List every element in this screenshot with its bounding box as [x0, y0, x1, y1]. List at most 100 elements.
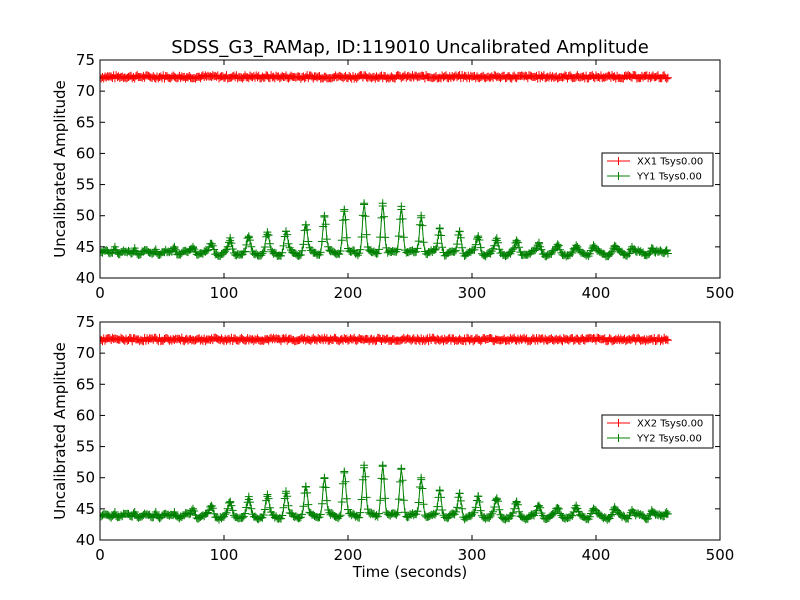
- x-tick-label: 100: [210, 546, 239, 564]
- data-point-peak: [397, 202, 406, 211]
- series-markers-YY1: [100, 200, 672, 261]
- data-point-peak: [110, 507, 119, 516]
- series-markers-XX2: [100, 333, 672, 346]
- data-point-peak: [610, 504, 619, 513]
- data-point-peak: [244, 233, 253, 242]
- data-point-peak: [589, 504, 598, 513]
- x-tick-label: 200: [334, 546, 363, 564]
- data-point-peak: [151, 507, 160, 516]
- chart-panel-1: 0 100 200 300 400 500 40 45 50 55 60 65 70 75 Uncalibr…: [51, 51, 734, 302]
- y-tick-label: 70: [76, 344, 95, 362]
- data-point-peak: [492, 236, 501, 245]
- x-axis-label: Time (seconds): [352, 563, 468, 581]
- data-point-peak: [301, 221, 310, 230]
- x-tick-label: 300: [458, 284, 487, 302]
- data-point-peak: [189, 242, 197, 251]
- y-tick-label: 45: [76, 500, 95, 518]
- data-point-peak: [151, 245, 160, 254]
- data-point-peak: [647, 244, 656, 253]
- data-point-peak: [226, 236, 235, 245]
- data-point-peak: [130, 507, 139, 516]
- data-point-peak: [340, 467, 349, 476]
- plot-area: [100, 333, 672, 524]
- chart-panel-2: 0 100 200 300 400 500 40 45 50 55 60 65 70 75 Uncalibr…: [51, 313, 734, 581]
- legend: XX1 Tsys0.00 YY1 Tsys0.00: [601, 152, 714, 187]
- y-tick-label: 70: [76, 82, 95, 100]
- plot-area: [100, 71, 672, 261]
- y-tick-label: 55: [76, 176, 95, 194]
- data-point-peak: [589, 242, 598, 251]
- y-tick-label: 40: [76, 531, 95, 549]
- data-point-peak: [244, 495, 253, 504]
- x-tick-label: 500: [706, 284, 735, 302]
- data-point-peak: [110, 242, 119, 251]
- data-point-peak: [263, 230, 272, 239]
- data-point-peak: [512, 498, 521, 507]
- y-tick-label: 75: [76, 313, 95, 331]
- data-point-peak: [130, 244, 139, 253]
- x-tick-label: 300: [458, 546, 487, 564]
- legend-box: [601, 152, 714, 187]
- y-tick-label: 40: [76, 269, 95, 287]
- x-tick-label: 200: [334, 284, 363, 302]
- y-tick-label: 50: [76, 207, 95, 225]
- data-point-peak: [340, 205, 349, 214]
- x-tick-label: 0: [95, 284, 105, 302]
- legend-swatch-marker: [614, 172, 623, 180]
- legend-label: XX2 Tsys0.00: [637, 419, 703, 430]
- data-point-peak: [360, 199, 369, 208]
- data-point-peak: [282, 227, 290, 236]
- legend-label: XX1 Tsys0.00: [637, 157, 703, 168]
- data-point-peak: [572, 244, 581, 253]
- x-tick-label: 0: [95, 546, 105, 564]
- y-tick-label: 50: [76, 469, 95, 487]
- legend-swatch-marker: [614, 434, 623, 442]
- x-tick-label: 400: [582, 546, 611, 564]
- data-point-peak: [282, 489, 290, 498]
- data-point-peak: [189, 504, 197, 513]
- data-point-peak: [417, 473, 426, 482]
- y-tick-label: 45: [76, 238, 95, 256]
- data-point-peak: [320, 211, 329, 220]
- legend-label: YY1 Tsys0.00: [636, 172, 702, 183]
- legend: XX2 Tsys0.00 YY2 Tsys0.00: [601, 414, 714, 449]
- data-point-peak: [553, 504, 562, 513]
- data-point-peak: [610, 242, 619, 251]
- legend-swatch-marker: [614, 419, 623, 427]
- x-tick-label: 500: [706, 546, 735, 564]
- series-markers-YY2: [100, 462, 672, 524]
- data-point-peak: [492, 495, 501, 504]
- data-point-peak: [226, 498, 235, 507]
- data-point-peak: [170, 242, 179, 251]
- data-point-peak: [572, 504, 581, 513]
- data-point-peak: [360, 461, 369, 470]
- data-point-peak: [455, 227, 464, 236]
- data-point-peak: [417, 211, 426, 220]
- y-tick-label: 75: [76, 51, 95, 69]
- legend-swatch-marker: [614, 157, 623, 165]
- data-point-peak: [207, 239, 216, 248]
- data-point-peak: [435, 486, 444, 495]
- series-markers-XX1: [100, 71, 672, 83]
- plot-frame: [99, 59, 721, 279]
- y-axis-label: Uncalibrated Amplitude: [51, 342, 69, 519]
- data-point-peak: [647, 506, 656, 515]
- data-point-peak: [662, 507, 671, 516]
- data-point-peak: [170, 507, 179, 516]
- plot-frame: [99, 321, 721, 541]
- data-point-peak: [512, 237, 521, 246]
- data-point-peak: [627, 242, 636, 251]
- y-tick-label: 55: [76, 438, 95, 456]
- data-point-peak: [207, 501, 216, 510]
- data-point-peak: [378, 199, 387, 208]
- data-point-peak: [301, 483, 310, 492]
- data-point-peak: [397, 464, 406, 473]
- data-point-peak: [455, 489, 464, 498]
- y-tick-label: 60: [76, 406, 95, 424]
- y-tick-label: 60: [76, 144, 95, 162]
- y-axis-label: Uncalibrated Amplitude: [51, 80, 69, 257]
- data-point-peak: [662, 245, 671, 254]
- data-point-peak: [474, 492, 483, 501]
